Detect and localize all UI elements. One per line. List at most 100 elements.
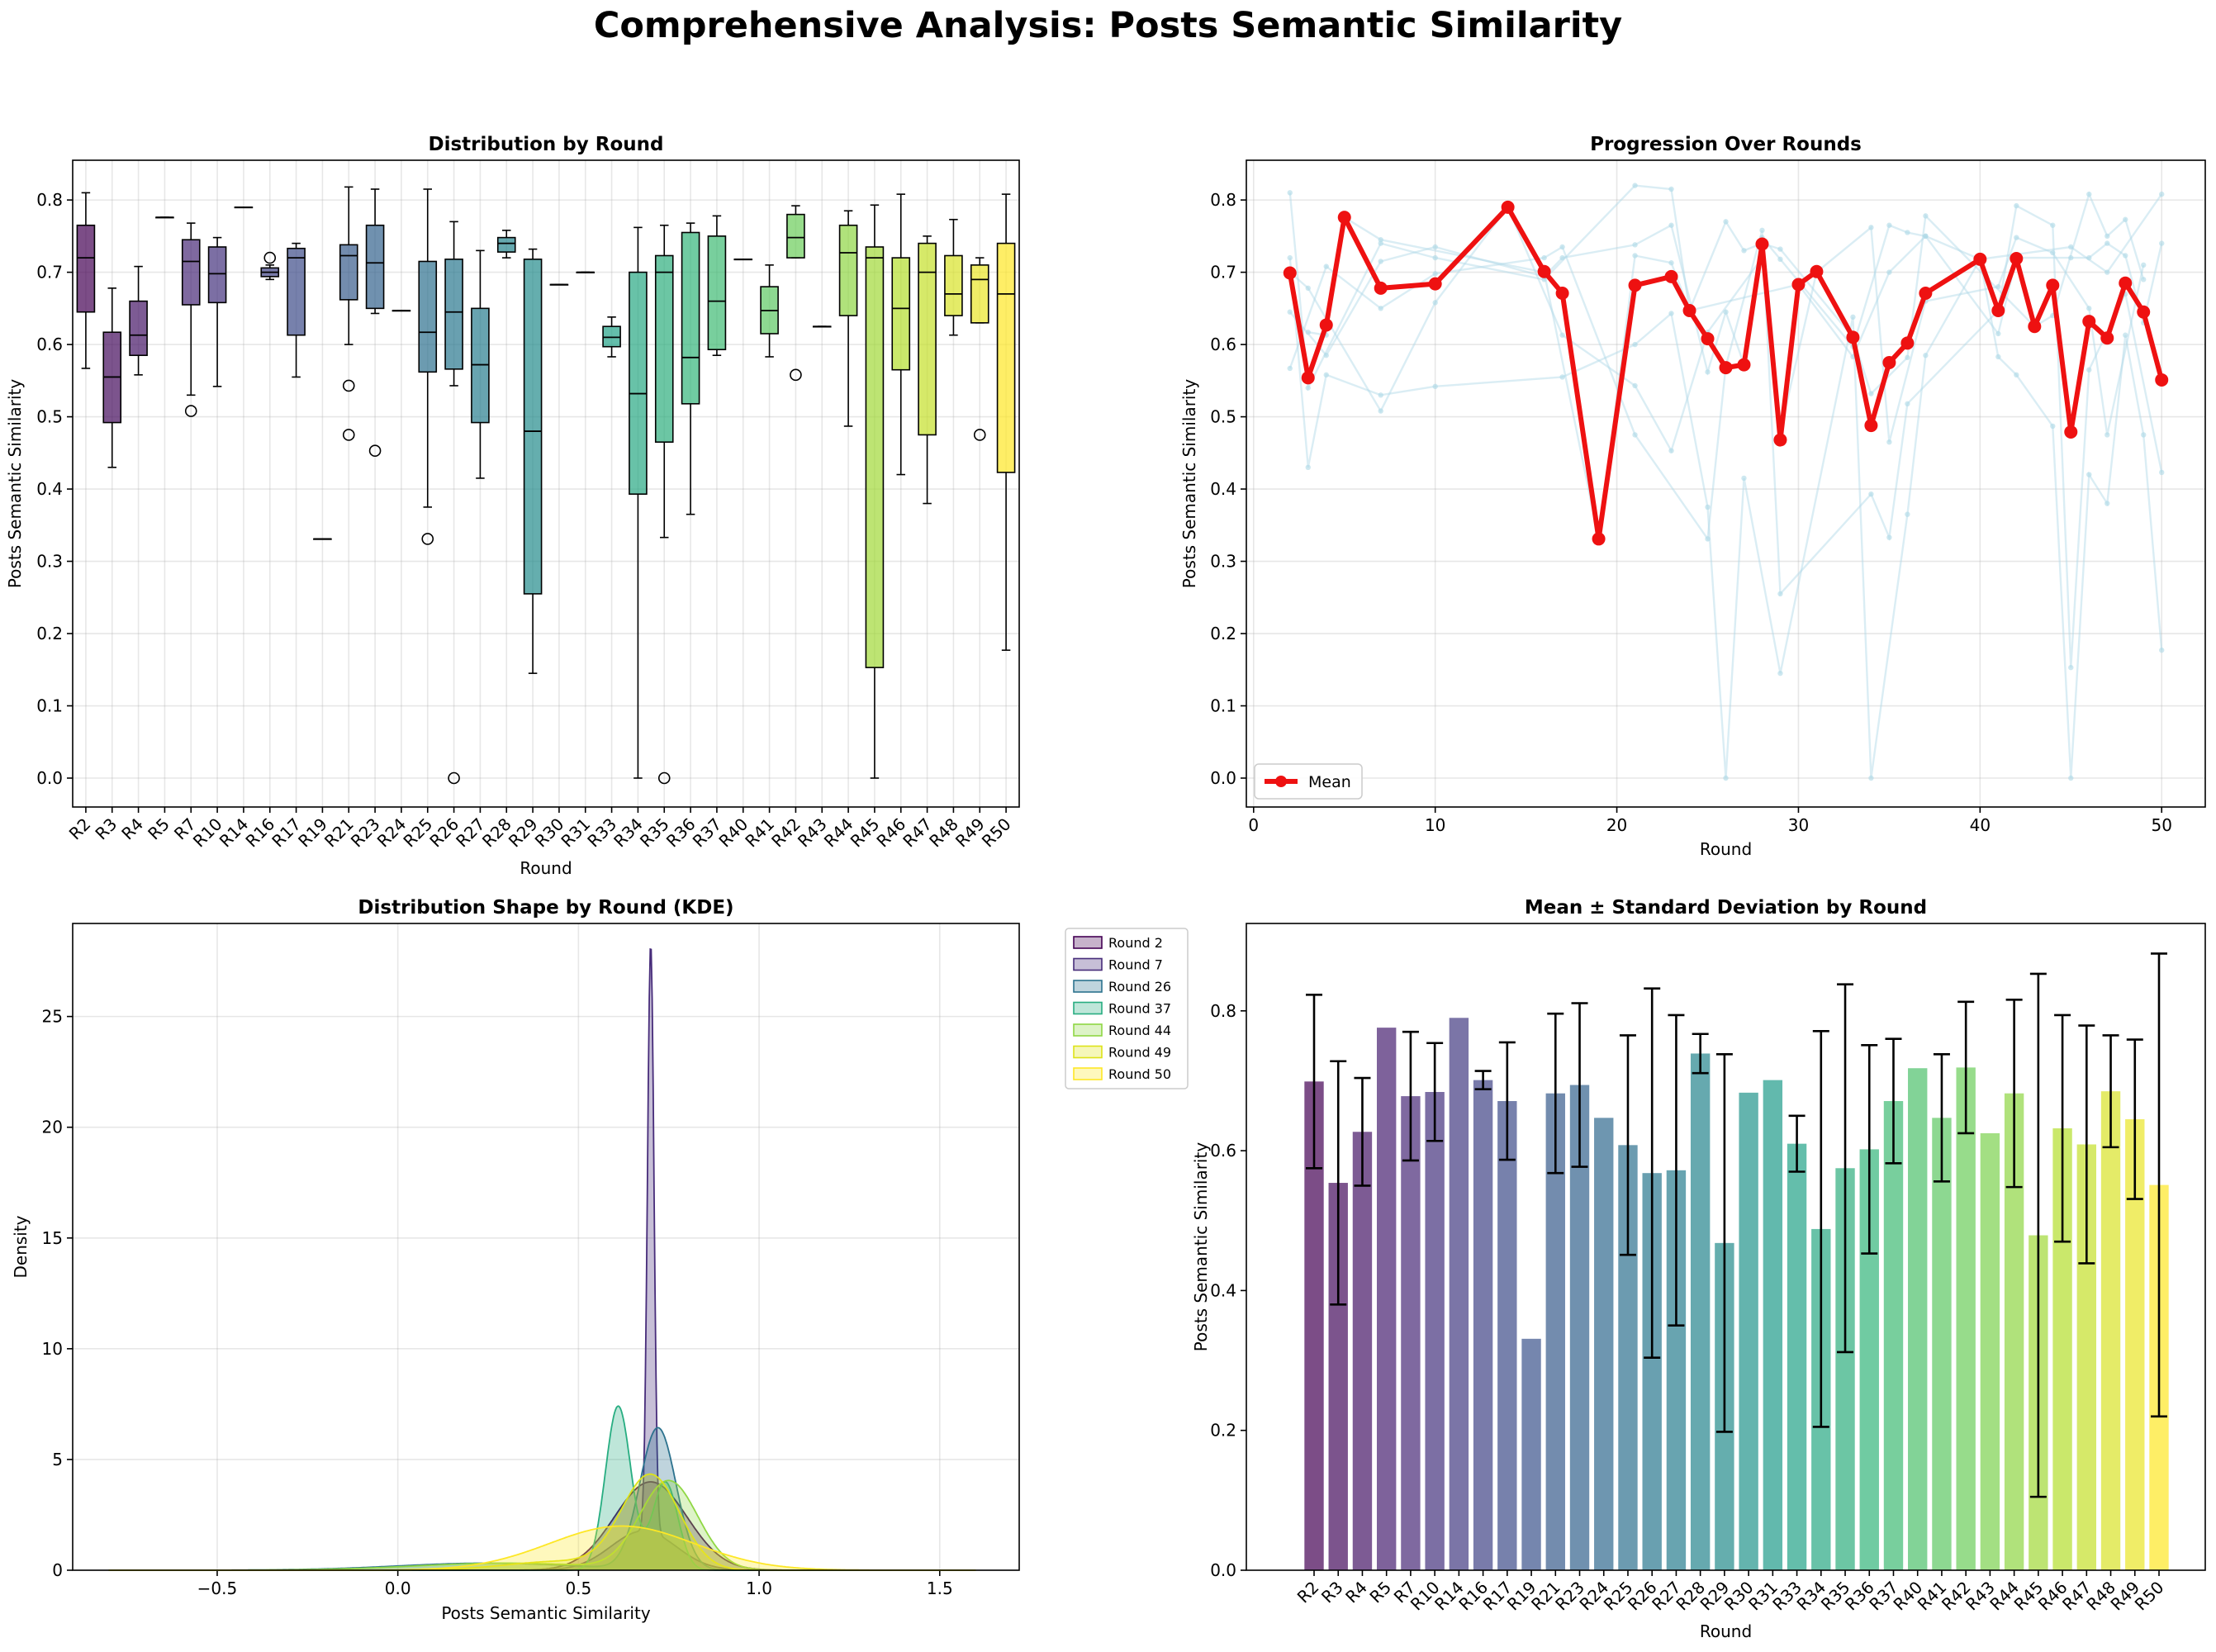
bar-title: Mean ± Standard Deviation by Round: [1525, 897, 1927, 919]
individual-point: [2050, 249, 2056, 256]
individual-point: [1868, 491, 1874, 497]
kde-legend-swatch: [1073, 1023, 1103, 1037]
bar-ytick-label: 0.4: [1210, 1280, 1236, 1300]
box-xtick-label: R2: [65, 814, 95, 844]
mean-point: [1537, 264, 1551, 278]
bar: [1401, 1096, 1421, 1570]
box-body: [944, 254, 963, 316]
box-body: [970, 264, 989, 324]
individual-point: [2068, 244, 2074, 250]
kde-legend-label: Round 2: [1108, 935, 1163, 951]
individual-point: [1305, 385, 1311, 391]
mean-point: [1846, 330, 1860, 344]
bar: [1883, 1101, 1904, 1570]
bar: [2125, 1119, 2145, 1570]
mean-point: [2064, 425, 2078, 439]
mean-point: [1283, 266, 1297, 280]
box-xtick-label: R4: [117, 814, 147, 844]
individual-point: [1923, 213, 1929, 219]
individual-point: [1632, 253, 1638, 259]
bar: [1545, 1093, 1565, 1570]
bar: [1642, 1173, 1662, 1570]
box-body: [786, 213, 805, 259]
bar-ytick-label: 0.8: [1210, 1001, 1236, 1021]
line-title: Progression Over Rounds: [1590, 134, 1862, 155]
box-ytick-label: 0.7: [36, 263, 63, 282]
bar-ylabel: Posts Semantic Similarity: [1191, 1142, 1211, 1352]
kde-legend-swatch: [1073, 936, 1103, 949]
mean-point: [1882, 355, 1896, 369]
individual-point: [1432, 383, 1438, 390]
kde-frame: [72, 923, 1020, 1571]
box-outlier: [421, 533, 434, 545]
individual-point: [1923, 233, 1929, 240]
individual-point: [1886, 534, 1892, 540]
mean-point: [1919, 286, 1933, 300]
individual-point: [2123, 253, 2128, 259]
bar: [2076, 1144, 2097, 1570]
individual-point: [1287, 190, 1293, 196]
individual-point: [1777, 670, 1783, 676]
individual-point: [1723, 219, 1729, 225]
box-frame: [72, 159, 1020, 808]
bar: [1304, 1081, 1324, 1570]
kde-ylabel: Density: [11, 1215, 31, 1278]
individual-point: [1705, 504, 1711, 510]
kde-legend-label: Round 49: [1108, 1045, 1171, 1061]
bar: [1980, 1132, 2000, 1570]
box-body: [76, 224, 96, 313]
individual-point: [2123, 216, 2128, 222]
bar-xlabel: Round: [1700, 1621, 1752, 1641]
kde-legend-swatch: [1073, 1001, 1103, 1015]
box-ytick-label: 0.1: [36, 696, 63, 716]
line-ytick-label: 0.2: [1210, 624, 1236, 643]
kde-xtick-label: 0.5: [565, 1578, 591, 1598]
individual-trend-line: [1288, 184, 2163, 392]
individual-point: [1723, 775, 1729, 781]
box-body: [339, 244, 358, 301]
mean-point: [2137, 305, 2151, 319]
bar-ytick-label: 0.6: [1210, 1141, 1236, 1161]
bar: [1497, 1101, 1517, 1570]
individual-point: [1432, 300, 1438, 306]
mean-point: [2119, 276, 2133, 290]
individual-point: [1886, 269, 1892, 275]
mean-point: [1991, 303, 2005, 317]
individual-point: [2068, 254, 2074, 261]
line-xtick-label: 0: [1248, 815, 1259, 835]
mean-point: [1628, 278, 1642, 292]
line-ylabel: Posts Semantic Similarity: [1179, 379, 1199, 589]
line-ytick-label: 0.8: [1210, 190, 1236, 210]
bar: [1618, 1145, 1638, 1570]
box-xtick-label: R5: [144, 814, 173, 844]
individual-point: [1668, 448, 1674, 453]
bar: [1956, 1067, 1976, 1570]
mean-point: [1664, 269, 1678, 283]
bar: [1569, 1085, 1590, 1570]
bar: [1449, 1018, 1469, 1570]
box-body: [918, 242, 937, 436]
kde-legend-swatch: [1073, 1067, 1103, 1080]
line-xtick-label: 20: [1606, 815, 1627, 835]
individual-point: [1378, 259, 1383, 264]
individual-point: [1777, 256, 1783, 263]
individual-trend-line: [1288, 256, 2163, 779]
line-legend: Mean: [1254, 763, 1363, 800]
individual-point: [1378, 392, 1383, 398]
individual-point: [1723, 309, 1729, 315]
box-body: [707, 235, 727, 351]
kde-legend-label: Round 44: [1108, 1023, 1171, 1038]
box-body: [418, 260, 438, 373]
individual-point: [2086, 367, 2092, 373]
box-body: [654, 254, 674, 443]
box-xlabel: Round: [520, 858, 572, 878]
mean-point: [1592, 532, 1606, 546]
mean-point: [1773, 433, 1787, 447]
box-ytick-label: 0.8: [36, 190, 63, 210]
individual-point: [1995, 283, 2001, 290]
individual-point: [1305, 285, 1311, 292]
individual-point: [1759, 227, 1765, 234]
individual-point: [2141, 432, 2147, 438]
figure-title: Comprehensive Analysis: Posts Semantic S…: [593, 5, 1623, 46]
